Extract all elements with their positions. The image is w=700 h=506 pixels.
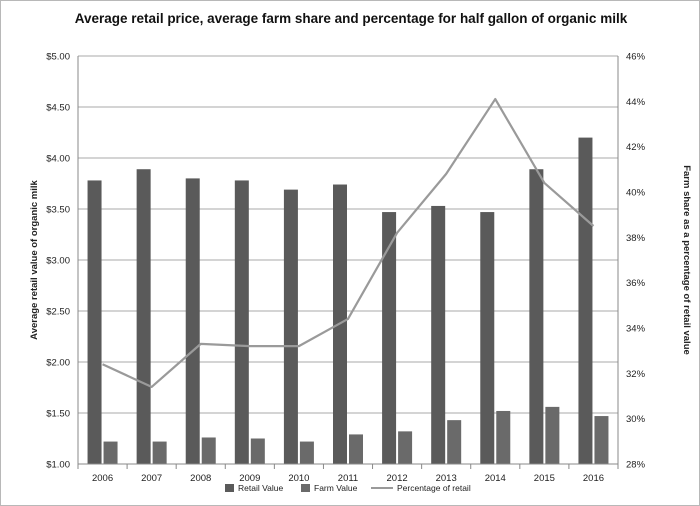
y2-tick-label: 46%	[626, 52, 646, 63]
retail-value-bar	[185, 178, 200, 464]
retail-value-bar	[283, 189, 298, 464]
y-tick-label: $3.00	[46, 256, 70, 267]
y2-tick-label: 32%	[626, 369, 646, 380]
farm-value-bar	[349, 434, 363, 464]
legend-swatch	[225, 484, 234, 492]
legend-percentage-of-retail: Percentage of retail	[371, 483, 471, 493]
y-tick-label: $2.00	[46, 358, 70, 369]
y2-tick-label: 36%	[626, 278, 646, 289]
retail-value-bar	[480, 212, 495, 464]
x-tick-label: 2006	[92, 473, 113, 484]
x-tick-label: 2012	[387, 473, 408, 484]
legend-label: Retail Value	[238, 483, 283, 493]
y-tick-label: $2.50	[46, 307, 70, 318]
axes: $1.00 $1.50 $2.00 $2.50 $3.00 $3.50 $4.00 $4.50…	[46, 52, 645, 485]
y2-tick-label: 38%	[626, 233, 646, 244]
retail-value-bar	[529, 169, 544, 464]
x-tick-label: 2010	[288, 473, 309, 484]
legend-swatch	[301, 484, 310, 492]
legend-farm-value: Farm Value	[301, 483, 358, 493]
x-tick-label: 2007	[141, 473, 162, 484]
y2-tick-label: 42%	[626, 142, 646, 153]
retail-value-bar	[136, 169, 151, 464]
chart-title: Average retail price, average farm share…	[75, 11, 628, 26]
x-tick-label: 2008	[190, 473, 211, 484]
farm-value-bar	[250, 438, 265, 464]
farm-value-bar	[447, 420, 462, 464]
retail-value-bar	[578, 137, 593, 464]
retail-value-bar	[382, 212, 397, 464]
y2-tick-label: 30%	[626, 414, 646, 425]
farm-value-bar	[398, 431, 413, 464]
x-tick-label: 2009	[239, 473, 260, 484]
y2-tick-label: 28%	[626, 460, 646, 471]
x-tick-label: 2011	[338, 473, 358, 484]
legend-label: Percentage of retail	[397, 483, 471, 493]
percentage-of-retail-line	[102, 97, 595, 389]
y2-tick-label: 34%	[626, 324, 646, 335]
x-tick-label: 2013	[436, 473, 457, 484]
y2-axis-label: Farm share as a percentage of retail val…	[681, 165, 692, 355]
x-tick-label: 2015	[534, 473, 555, 484]
retail-value-bar	[234, 180, 249, 464]
farm-value-bar	[152, 441, 167, 464]
retail-value-bar	[87, 180, 102, 464]
percentage-line-layer	[102, 97, 595, 389]
x-tick-label: 2014	[485, 473, 506, 484]
y2-tick-label: 40%	[626, 188, 646, 199]
y2-tick-label: 44%	[626, 97, 646, 108]
y-axis-label: Average retail value of organic milk	[29, 179, 40, 339]
y-tick-label: $4.50	[46, 103, 70, 114]
farm-value-bar	[299, 441, 314, 464]
bars	[87, 137, 609, 464]
farm-value-bar	[496, 410, 511, 464]
y-tick-label: $5.00	[46, 52, 70, 63]
y-tick-label: $1.50	[46, 409, 70, 420]
legend-label: Farm Value	[314, 483, 358, 493]
y-tick-label: $1.00	[46, 460, 70, 471]
legend: Retail Value Farm Value Percentage of reta…	[225, 483, 471, 493]
gridlines	[78, 55, 618, 465]
farm-value-bar	[201, 437, 216, 464]
retail-value-bar	[431, 205, 446, 464]
y-tick-label: $3.50	[46, 205, 70, 216]
x-tick-label: 2016	[583, 473, 604, 484]
farm-value-bar	[103, 441, 118, 464]
y-tick-label: $4.00	[46, 154, 70, 165]
legend-retail-value: Retail Value	[225, 483, 283, 493]
farm-value-bar	[594, 416, 609, 464]
farm-value-bar	[545, 406, 560, 464]
